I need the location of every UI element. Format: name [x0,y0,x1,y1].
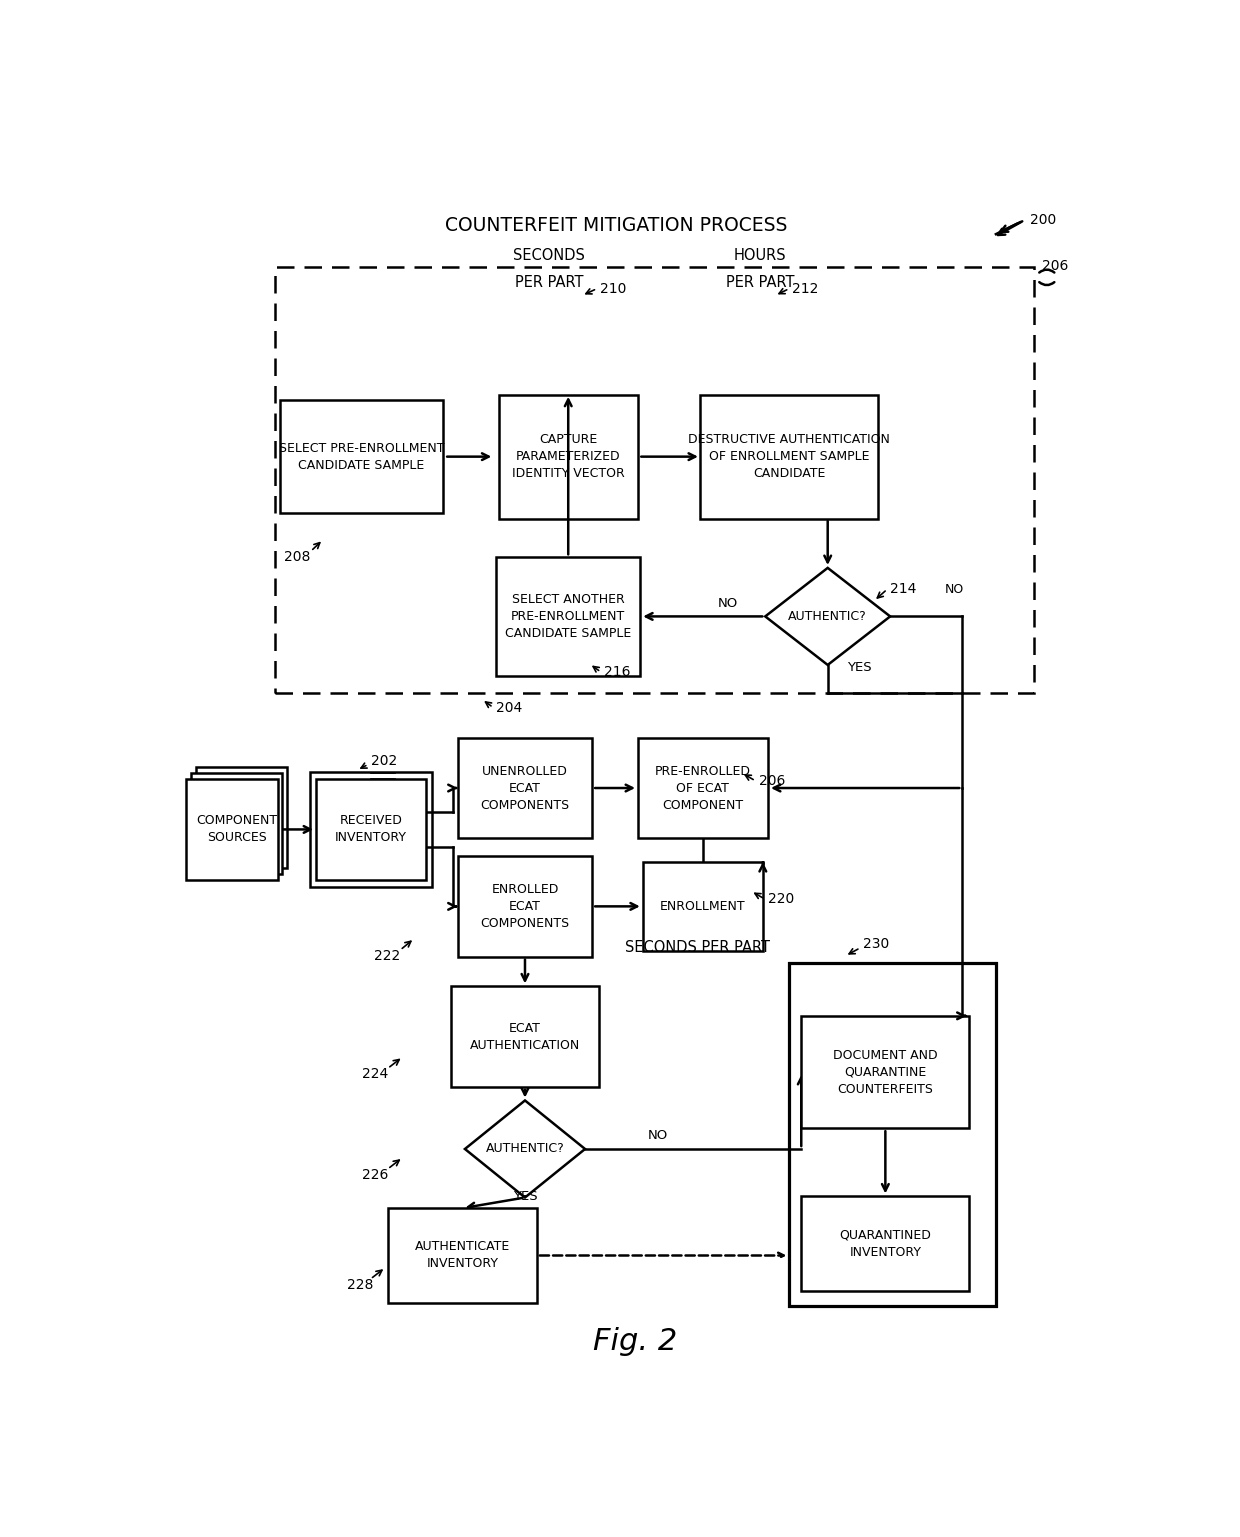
Text: YES: YES [512,1190,537,1203]
Text: 212: 212 [792,281,818,295]
Text: 200: 200 [1029,214,1055,227]
Text: 210: 210 [600,281,626,295]
Text: 222: 222 [374,948,401,964]
Text: PER PART: PER PART [515,275,583,290]
Text: AUTHENTIC?: AUTHENTIC? [789,610,867,622]
Text: CAPTURE
PARAMETERIZED
IDENTITY VECTOR: CAPTURE PARAMETERIZED IDENTITY VECTOR [512,433,625,480]
Text: 228: 228 [347,1279,373,1293]
Text: ENROLLMENT: ENROLLMENT [660,899,745,913]
Bar [701,395,878,520]
Text: RECEIVED
INVENTORY: RECEIVED INVENTORY [335,815,407,844]
Text: SELECT PRE-ENROLLMENT
CANDIDATE SAMPLE: SELECT PRE-ENROLLMENT CANDIDATE SAMPLE [279,441,444,472]
Text: YES: YES [847,661,872,673]
Text: 208: 208 [284,550,310,564]
Bar [496,558,640,676]
Text: NO: NO [647,1130,667,1142]
Text: DOCUMENT AND
QUARANTINE
COUNTERFEITS: DOCUMENT AND QUARANTINE COUNTERFEITS [833,1048,937,1096]
Text: NO: NO [945,583,965,596]
Text: 224: 224 [362,1067,388,1082]
Bar [637,738,768,838]
Text: SELECT ANOTHER
PRE-ENROLLMENT
CANDIDATE SAMPLE: SELECT ANOTHER PRE-ENROLLMENT CANDIDATE … [505,593,631,639]
Text: UNENROLLED
ECAT
COMPONENTS: UNENROLLED ECAT COMPONENTS [480,764,569,812]
Bar [789,964,996,1306]
Bar [458,856,593,956]
Bar [458,738,593,838]
Text: 202: 202 [371,753,398,768]
Text: AUTHENTICATE
INVENTORY: AUTHENTICATE INVENTORY [415,1240,510,1271]
Bar [450,987,599,1087]
Text: 220: 220 [768,893,795,907]
Bar [642,862,763,951]
Text: ECAT
AUTHENTICATION: ECAT AUTHENTICATION [470,1022,580,1051]
Bar [275,267,1034,693]
Text: PRE-ENROLLED
OF ECAT
COMPONENT: PRE-ENROLLED OF ECAT COMPONENT [655,764,750,812]
Bar [388,1208,537,1303]
Text: HOURS: HOURS [734,247,786,263]
Text: Fig. 2: Fig. 2 [594,1328,677,1356]
Bar [191,773,283,875]
Bar [196,767,288,868]
Text: PER PART: PER PART [727,275,795,290]
Text: 230: 230 [863,938,889,951]
Bar [310,772,433,887]
Text: SECONDS PER PART: SECONDS PER PART [625,941,770,956]
Text: 226: 226 [362,1168,388,1182]
Bar [316,779,427,879]
Text: 206: 206 [759,775,785,788]
Text: 206: 206 [1042,260,1069,274]
Text: 216: 216 [604,666,630,679]
Text: COMPONENT
SOURCES: COMPONENT SOURCES [196,815,278,844]
Bar [280,401,444,513]
Polygon shape [765,567,890,666]
Text: DESTRUCTIVE AUTHENTICATION
OF ENROLLMENT SAMPLE
CANDIDATE: DESTRUCTIVE AUTHENTICATION OF ENROLLMENT… [688,433,890,480]
Polygon shape [465,1100,585,1197]
Text: QUARANTINED
INVENTORY: QUARANTINED INVENTORY [839,1228,931,1259]
Text: 214: 214 [890,583,916,596]
Text: ENROLLED
ECAT
COMPONENTS: ENROLLED ECAT COMPONENTS [480,882,569,930]
Text: NO: NO [718,596,738,610]
Bar [498,395,637,520]
Text: COUNTERFEIT MITIGATION PROCESS: COUNTERFEIT MITIGATION PROCESS [445,217,787,235]
Bar [801,1016,970,1128]
Text: 204: 204 [496,701,522,715]
Text: AUTHENTIC?: AUTHENTIC? [486,1142,564,1156]
Text: SECONDS: SECONDS [513,247,585,263]
Bar [801,1196,970,1291]
Bar [186,779,278,879]
